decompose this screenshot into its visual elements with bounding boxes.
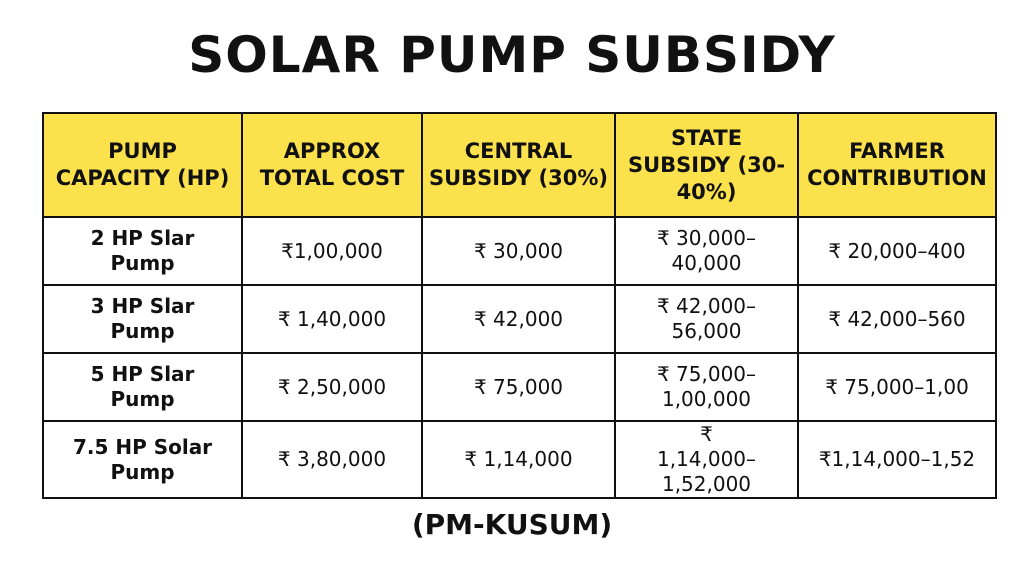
header-cell: CENTRAL SUBSIDY (30%) [421, 112, 616, 218]
header-row: PUMP CAPACITY (HP) APPROX TOTAL COST CENTR… [42, 112, 997, 218]
table-cell: ₹ 75,000 [421, 352, 616, 422]
table-cell: ₹ 1,40,000 [241, 284, 423, 354]
table-cell: 3 HP Slar Pump [42, 284, 243, 354]
subsidy-table: PUMP CAPACITY (HP) APPROX TOTAL COST CENTR… [42, 112, 997, 499]
table-cell: ₹ 30,000–40,000 [614, 216, 799, 286]
table-cell: ₹1,14,000–1,52 [797, 420, 997, 499]
table-cell: 5 HP Slar Pump [42, 352, 243, 422]
header-cell: FARMER CONTRIBUTION [797, 112, 997, 218]
table-body: 2 HP Slar Pump ₹1,00,000 ₹ 30,000 ₹ 30,000–… [42, 216, 997, 499]
table-row: 7.5 HP Solar Pump ₹ 3,80,000 ₹ 1,14,000 ₹ 1… [42, 420, 997, 499]
table-cell: ₹ 42,000–56,000 [614, 284, 799, 354]
table-cell: ₹ 42,000 [421, 284, 616, 354]
header-cell: APPROX TOTAL COST [241, 112, 423, 218]
table-cell: ₹1,00,000 [241, 216, 423, 286]
title: SOLAR PUMP SUBSIDY [188, 26, 836, 84]
header-cell: PUMP CAPACITY (HP) [42, 112, 243, 218]
footer: (PM-KUSUM) [411, 508, 613, 541]
table-cell: 2 HP Slar Pump [42, 216, 243, 286]
table-row: 3 HP Slar Pump ₹ 1,40,000 ₹ 42,000 ₹ 42,000… [42, 284, 997, 354]
table-cell: ₹ 75,000–1,00,000 [614, 352, 799, 422]
table-cell: ₹ 1,14,000 [421, 420, 616, 499]
table-row: 2 HP Slar Pump ₹1,00,000 ₹ 30,000 ₹ 30,000–… [42, 216, 997, 286]
table-cell: ₹ 75,000–1,00 [797, 352, 997, 422]
header-cell: STATE SUBSIDY (30-40%) [614, 112, 799, 218]
table-row: 5 HP Slar Pump ₹ 2,50,000 ₹ 75,000 ₹ 75,000… [42, 352, 997, 422]
table-cell: ₹ 30,000 [421, 216, 616, 286]
table-cell: ₹ 42,000–560 [797, 284, 997, 354]
table-cell: ₹ 3,80,000 [241, 420, 423, 499]
table-cell: ₹ 20,000–400 [797, 216, 997, 286]
table-cell: ₹ 1,14,000–1,52,000 [614, 420, 799, 499]
table-cell: 7.5 HP Solar Pump [42, 420, 243, 499]
table-cell: ₹ 2,50,000 [241, 352, 423, 422]
